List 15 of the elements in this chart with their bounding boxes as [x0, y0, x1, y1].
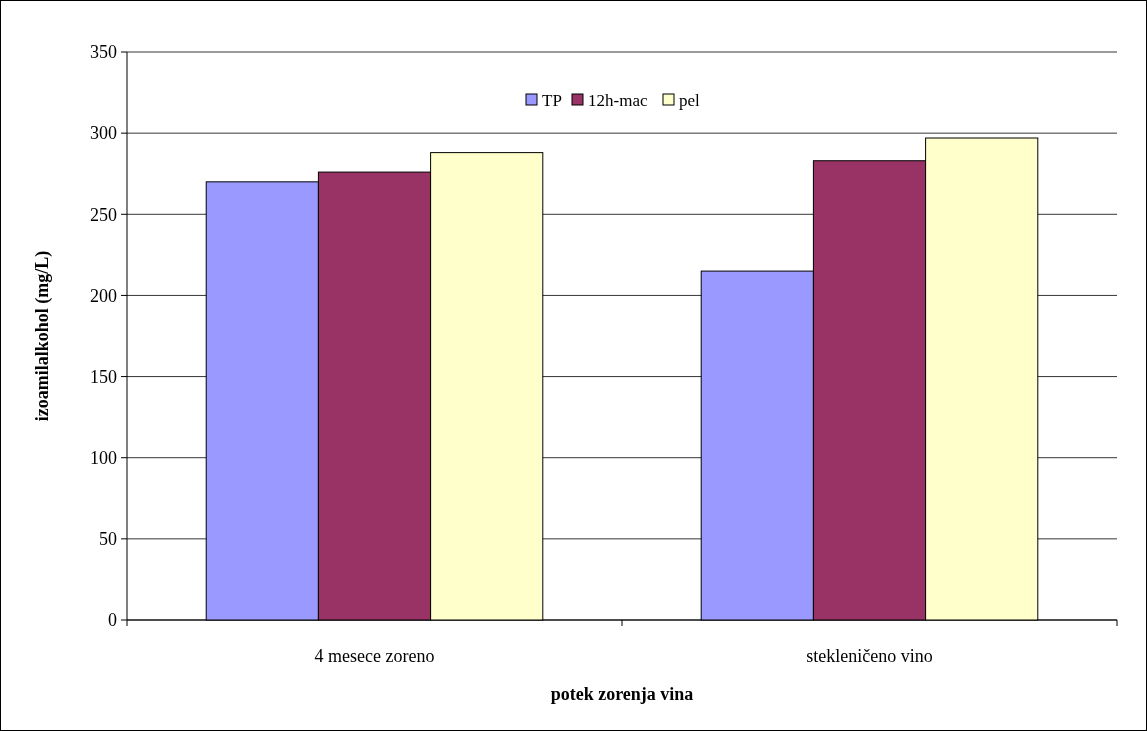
legend-label: 12h-mac: [588, 90, 648, 110]
y-tick-label: 100: [90, 448, 117, 469]
legend-label: TP: [542, 90, 562, 110]
x-tick-label: stekleničeno vino: [806, 646, 933, 666]
y-tick-label: 50: [99, 529, 117, 550]
y-tick-label: 250: [90, 204, 117, 225]
y-axis-title: izoamilalkohol (mg/L): [32, 250, 53, 422]
x-axis-title: potek zorenja vina: [550, 684, 694, 704]
x-tick-label: 4 mesece zoreno: [314, 646, 435, 666]
legend-label: pel: [679, 90, 701, 110]
y-tick-label: 0: [108, 610, 117, 631]
y-tick-label: 200: [90, 285, 117, 306]
y-tick-label: 150: [90, 366, 117, 387]
y-tick-label: 300: [90, 123, 117, 144]
y-tick-label: 350: [90, 42, 117, 63]
